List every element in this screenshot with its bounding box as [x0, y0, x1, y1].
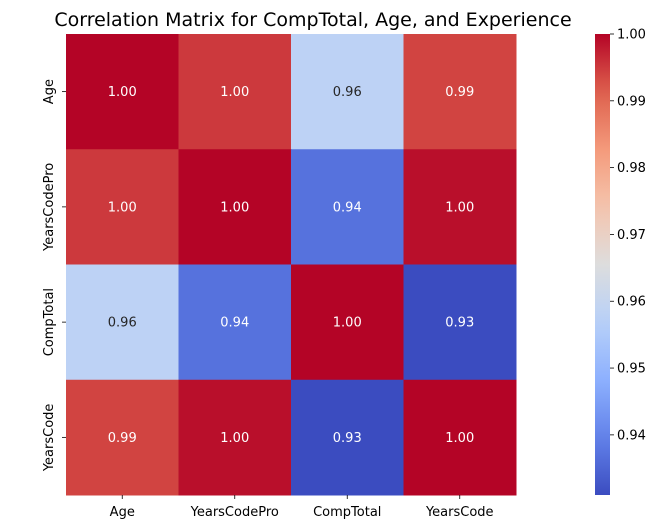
cell-value-label: 0.99 — [445, 85, 474, 100]
colorbar-tick-label: 0.97 — [617, 228, 646, 243]
chart-title: Correlation Matrix for CompTotal, Age, a… — [54, 9, 571, 31]
cell-value-label: 0.93 — [445, 316, 474, 331]
colorbar-tick-label: 0.99 — [617, 94, 646, 109]
heatmap-cell — [403, 264, 517, 381]
colorbar-gradient — [595, 34, 610, 495]
y-axis: Age YearsCodePro CompTotal YearsCode — [42, 79, 66, 472]
cell-value-label: 0.94 — [220, 316, 249, 331]
heatmap-cell — [403, 149, 517, 265]
y-tick-label: YearsCodePro — [42, 163, 57, 252]
colorbar-tick-label: 0.98 — [617, 161, 646, 176]
cell-value-label: 0.99 — [108, 431, 137, 446]
cell-value-label: 0.94 — [333, 200, 362, 215]
cell-value-label: 1.00 — [220, 200, 249, 215]
x-tick-label: YearsCodePro — [190, 505, 279, 520]
y-tick-label: Age — [42, 79, 57, 104]
heatmap-cell — [66, 379, 179, 496]
heatmap-cell — [178, 149, 292, 265]
colorbar-tick-label: 1.00 — [617, 28, 646, 43]
cell-value-label: 1.00 — [108, 85, 137, 100]
heatmap-cells — [66, 34, 517, 496]
colorbar-tick-label: 0.95 — [617, 362, 646, 377]
cell-value-label: 0.96 — [108, 316, 137, 331]
cell-value-label: 1.00 — [445, 200, 474, 215]
cell-value-label: 1.00 — [108, 200, 137, 215]
colorbar-tick-label: 0.96 — [617, 295, 646, 310]
x-tick-label: CompTotal — [313, 505, 381, 520]
heatmap-cell — [291, 264, 404, 381]
heatmap-cell — [403, 379, 517, 496]
cell-value-label: 0.96 — [333, 85, 362, 100]
heatmap-cell — [178, 264, 292, 381]
cell-value-label: 1.00 — [333, 316, 362, 331]
heatmap-cell — [291, 379, 404, 496]
heatmap-cell — [178, 34, 292, 150]
cell-value-label: 0.93 — [333, 431, 362, 446]
heatmap-cell — [403, 34, 517, 150]
heatmap-cell — [66, 149, 179, 265]
x-axis: Age YearsCodePro CompTotal YearsCode — [110, 495, 494, 520]
y-tick-label: CompTotal — [42, 288, 57, 356]
cell-annotations: 1.00 1.00 0.96 0.99 1.00 1.00 0.94 1.00 0.96 0.94… — [108, 85, 474, 446]
cell-value-label: 1.00 — [445, 431, 474, 446]
cell-value-label: 1.00 — [220, 431, 249, 446]
y-tick-label: YearsCode — [42, 404, 57, 473]
x-tick-label: Age — [110, 505, 135, 520]
x-tick-label: YearsCode — [425, 505, 494, 520]
heatmap-cell — [178, 379, 292, 496]
cell-value-label: 1.00 — [220, 85, 249, 100]
heatmap-cell — [291, 149, 404, 265]
colorbar: 0.94 0.95 0.96 0.97 0.98 0.99 1.00 — [595, 28, 646, 495]
heatmap-cell — [66, 264, 179, 381]
heatmap-cell — [291, 34, 404, 150]
heatmap-cell — [66, 34, 179, 150]
colorbar-tick-label: 0.94 — [617, 428, 646, 443]
